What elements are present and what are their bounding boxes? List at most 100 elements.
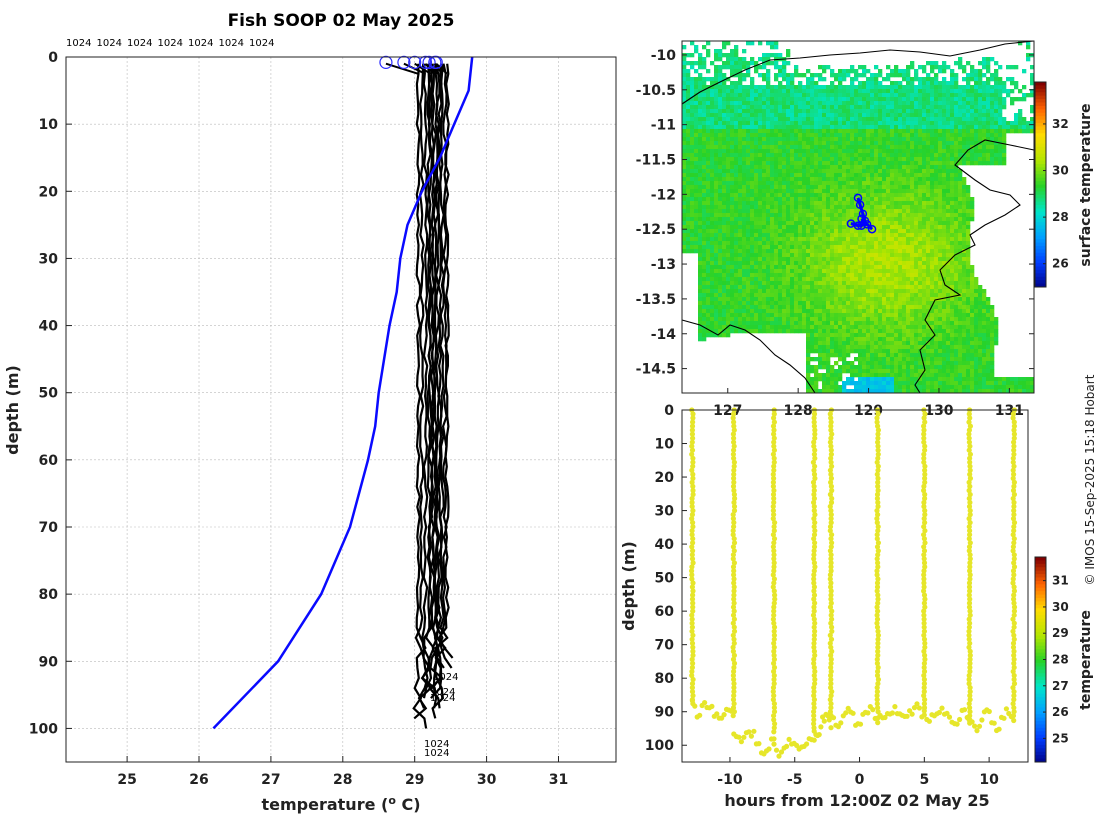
sst-pixel: [914, 117, 919, 122]
sst-pixel: [962, 113, 967, 118]
sst-pixel: [954, 233, 959, 238]
sst-pixel: [950, 237, 955, 242]
sst-pixel: [862, 265, 867, 270]
sst-pixel: [998, 113, 1003, 118]
sst-pixel: [806, 105, 811, 110]
sst-pixel: [918, 173, 923, 178]
sst-pixel: [754, 145, 759, 150]
sst-pixel: [898, 93, 903, 98]
sst-pixel: [758, 173, 763, 178]
sst-pixel: [998, 137, 1003, 142]
sst-pixel: [722, 177, 727, 182]
sst-pixel: [726, 309, 731, 314]
sst-pixel: [746, 165, 751, 170]
sst-pixel: [822, 145, 827, 150]
sst-pixel: [858, 81, 863, 86]
sst-pixel: [798, 109, 803, 114]
sst-pixel: [982, 89, 987, 94]
sst-pixel: [890, 289, 895, 294]
sst-pixel: [706, 157, 711, 162]
sst-pixel: [706, 137, 711, 142]
sst-pixel: [778, 169, 783, 174]
sst-pixel: [790, 105, 795, 110]
sst-pixel: [978, 117, 983, 122]
sst-pixel: [910, 81, 915, 86]
sst-pixel: [730, 173, 735, 178]
sst-pixel: [830, 265, 835, 270]
sst-pixel: [938, 273, 943, 278]
sst-pixel: [938, 217, 943, 222]
sst-pixel: [770, 193, 775, 198]
sst-pixel: [698, 273, 703, 278]
sst-pixel: [970, 101, 975, 106]
sst-pixel: [774, 241, 779, 246]
sst-pixel: [886, 149, 891, 154]
sst-pixel: [810, 145, 815, 150]
sst-pixel: [726, 241, 731, 246]
sst-pixel: [930, 281, 935, 286]
sst-pixel: [698, 161, 703, 166]
sst-pixel: [842, 157, 847, 162]
sst-pixel: [902, 193, 907, 198]
sst-pixel: [890, 297, 895, 302]
sst-pixel: [866, 229, 871, 234]
sst-pixel: [702, 269, 707, 274]
sst-pixel: [742, 137, 747, 142]
sst-pixel: [906, 289, 911, 294]
sst-pixel: [790, 301, 795, 306]
sst-pixel: [790, 177, 795, 182]
sst-pixel: [702, 109, 707, 114]
sst-pixel: [922, 189, 927, 194]
sst-pixel: [866, 189, 871, 194]
sst-pixel: [758, 109, 763, 114]
sst-pixel: [754, 237, 759, 242]
sst-pixel: [834, 261, 839, 266]
sst-pixel: [690, 213, 695, 218]
sst-pixel: [710, 261, 715, 266]
sst-pixel: [958, 125, 963, 130]
sst-pixel: [930, 177, 935, 182]
sst-pixel: [774, 225, 779, 230]
profile-end-label: 1024: [430, 693, 455, 704]
sst-pixel: [782, 245, 787, 250]
sst-pixel: [778, 285, 783, 290]
sst-pixel: [710, 277, 715, 282]
sst-pixel: [698, 85, 703, 90]
sst-pixel: [842, 285, 847, 290]
sst-pixel: [930, 81, 935, 86]
sst-pixel: [990, 109, 995, 114]
sst-pixel: [750, 89, 755, 94]
sst-pixel: [770, 165, 775, 170]
sst-pixel: [834, 185, 839, 190]
sst-pixel: [922, 117, 927, 122]
sst-pixel: [878, 153, 883, 158]
sst-pixel: [806, 261, 811, 266]
sst-pixel: [750, 253, 755, 258]
sst-pixel: [958, 129, 963, 134]
sst-pixel: [918, 293, 923, 298]
sst-pixel: [950, 285, 955, 290]
sst-pixel: [754, 317, 759, 322]
sst-pixel: [774, 97, 779, 102]
sst-pixel: [834, 189, 839, 194]
sst-pixel: [950, 269, 955, 274]
sst-pixel: [742, 141, 747, 146]
sst-pixel: [714, 69, 719, 74]
sst-pixel: [838, 153, 843, 158]
sst-pixel: [858, 65, 863, 70]
sst-pixel: [838, 117, 843, 122]
sst-pixel: [894, 321, 899, 326]
sst-pixel: [694, 165, 699, 170]
x-tick-label: 25: [117, 772, 136, 788]
sst-pixel: [718, 305, 723, 310]
sst-pixel: [982, 65, 987, 70]
sst-pixel: [990, 305, 995, 310]
sst-pixel: [730, 149, 735, 154]
sst-pixel: [882, 85, 887, 90]
sst-pixel: [866, 177, 871, 182]
sst-pixel: [734, 197, 739, 202]
profile-end-label: 1024: [424, 739, 449, 750]
sst-pixel: [814, 321, 819, 326]
sst-pixel: [842, 317, 847, 322]
sst-pixel: [730, 113, 735, 118]
